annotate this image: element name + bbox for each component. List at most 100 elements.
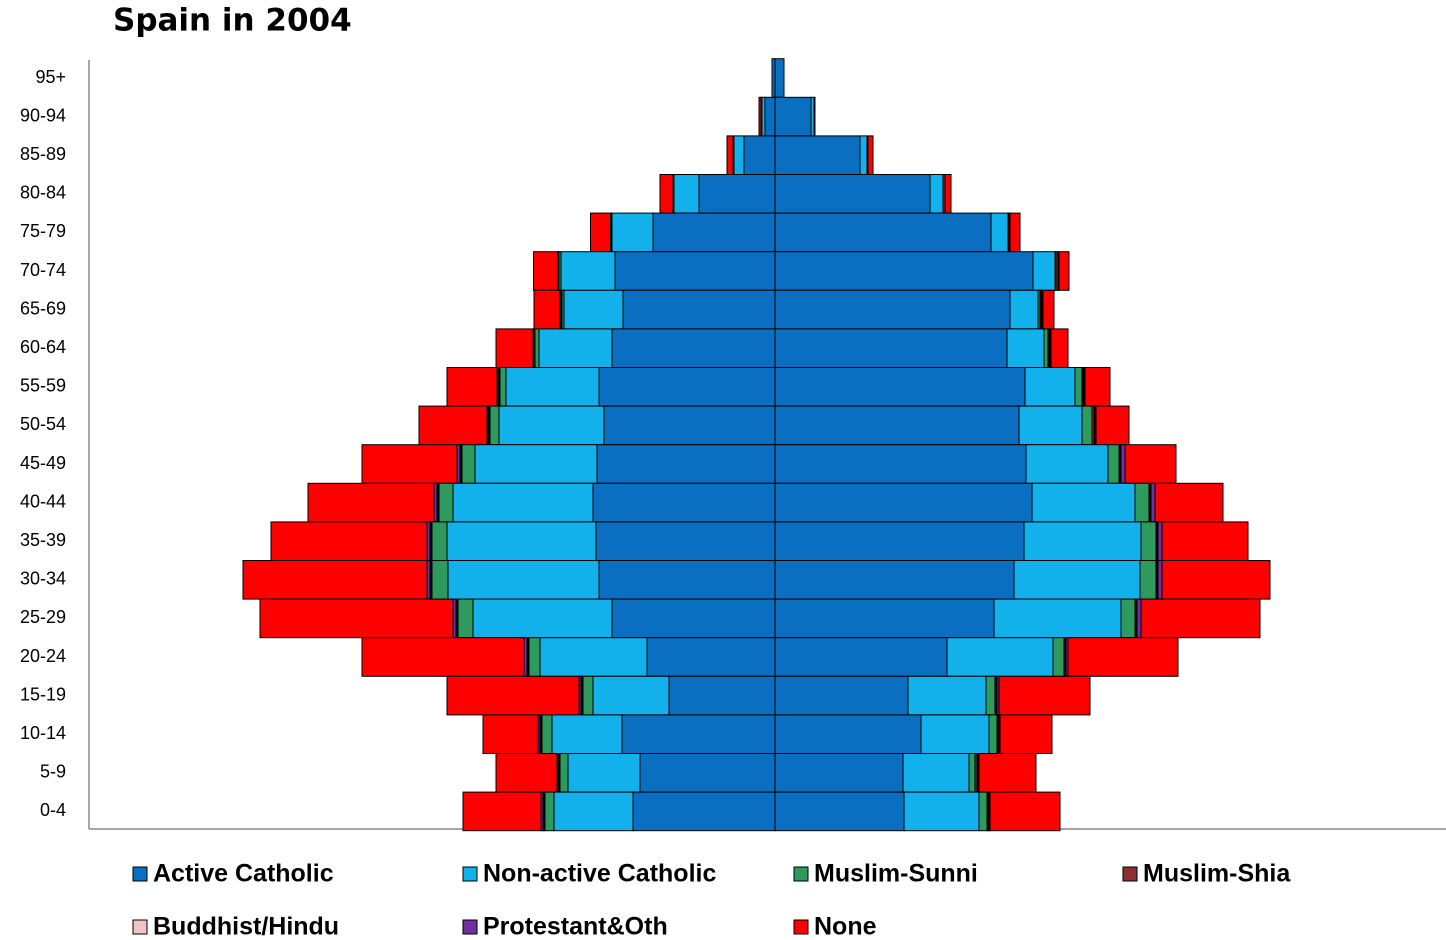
y-tick-label: 75-79	[20, 221, 66, 241]
bar-segment	[1023, 521, 1142, 562]
legend-label: Active Catholic	[153, 860, 334, 888]
bar-segment	[764, 96, 776, 137]
bar-segment	[902, 753, 970, 793]
bar-segment	[461, 444, 476, 484]
bar-segment	[622, 289, 776, 330]
y-tick-label: 90-94	[20, 105, 66, 125]
bar-segment	[1013, 560, 1141, 600]
bar-segment	[774, 598, 995, 639]
bar-segment	[1018, 405, 1083, 446]
bar-segment	[590, 212, 611, 253]
bar-segment	[446, 675, 580, 716]
bar-segment	[447, 560, 600, 600]
bar-segment	[774, 444, 1027, 484]
bar-segment	[774, 58, 785, 98]
y-tick-label: 35-39	[20, 530, 66, 550]
y-tick-label: 40-44	[20, 491, 66, 511]
bar-segment	[774, 521, 1025, 562]
bar-segment	[1006, 328, 1045, 368]
bar-segment	[418, 405, 488, 446]
bar-segment	[446, 521, 597, 562]
bar-segment	[920, 714, 990, 755]
bar-segment	[774, 560, 1015, 600]
bar-segment	[553, 791, 634, 832]
bar-segment	[582, 675, 594, 716]
bar-segment	[567, 753, 641, 793]
bar-segment	[1154, 482, 1224, 523]
bar-segment	[774, 96, 812, 137]
y-tick-label: 0-4	[40, 800, 66, 820]
bar-segment	[595, 521, 776, 562]
bar-segment	[603, 405, 776, 446]
bar-segment	[978, 753, 1037, 793]
bar-segment	[446, 367, 498, 407]
bar-segment	[733, 135, 745, 175]
bar-segment	[533, 251, 558, 291]
bar-segment	[611, 212, 654, 253]
bar-segment	[1067, 637, 1179, 677]
y-tick-label: 80-84	[20, 183, 66, 203]
bar-segment	[474, 444, 598, 484]
bar-segment	[944, 174, 952, 214]
bar-segment	[646, 637, 776, 677]
bar-segment	[1161, 560, 1271, 600]
bar-segment	[673, 174, 700, 214]
bar-segment	[528, 637, 541, 677]
bar-segment	[774, 328, 1008, 368]
bar-segment	[774, 405, 1020, 446]
bar-segment	[489, 405, 500, 446]
bar-segment	[611, 598, 776, 639]
bar-segment	[859, 135, 868, 175]
bar-segment	[596, 444, 776, 484]
bar-segment	[774, 753, 904, 793]
bar-segment	[1120, 598, 1136, 639]
bar-segment	[639, 753, 776, 793]
bar-segment	[592, 482, 776, 523]
bar-segment	[452, 482, 594, 523]
y-tick-label: 70-74	[20, 260, 66, 280]
bar-segment	[813, 96, 816, 137]
bar-segment	[774, 174, 931, 214]
bar-segment	[498, 405, 605, 446]
bar-segment	[462, 791, 542, 832]
legend-label: Buddhist/Hindu	[153, 913, 339, 940]
bar-segment	[968, 753, 976, 793]
legend-swatch	[1122, 866, 1138, 882]
bar-segment	[990, 212, 1009, 253]
bar-segment	[978, 791, 988, 832]
bar-segment	[361, 444, 458, 484]
bar-segment	[541, 714, 553, 755]
y-tick-label: 20-24	[20, 646, 66, 666]
bar-segment	[774, 637, 948, 677]
bar-segment	[652, 212, 776, 253]
bar-segment	[1140, 598, 1261, 639]
legend-swatch	[132, 866, 148, 882]
bar-segment	[431, 521, 448, 562]
bar-segment	[743, 135, 776, 175]
bar-segment	[1050, 328, 1069, 368]
bar-segment	[946, 637, 1054, 677]
bar-segment	[1031, 482, 1136, 523]
bar-segment	[774, 482, 1033, 523]
bar-segment	[560, 251, 616, 291]
bar-segment	[1157, 521, 1163, 562]
y-tick-label: 55-59	[20, 376, 66, 396]
y-tick-label: 85-89	[20, 144, 66, 164]
bar-segment	[621, 714, 776, 755]
bar-segment	[1009, 212, 1021, 253]
bar-segment	[598, 560, 776, 600]
bar-segment	[611, 328, 776, 368]
bar-segment	[1139, 560, 1157, 600]
bar-segment	[867, 135, 874, 175]
bar-segment	[534, 328, 540, 368]
bar-segment	[668, 675, 776, 716]
bar-segment	[495, 328, 534, 368]
y-tick-label: 25-29	[20, 607, 66, 627]
bar-segment	[774, 714, 922, 755]
legend-swatch	[793, 919, 809, 935]
bar-segment	[242, 560, 428, 600]
y-tick-label: 50-54	[20, 414, 66, 434]
y-tick-label: 95+	[35, 67, 66, 87]
y-tick-label: 10-14	[20, 723, 66, 743]
